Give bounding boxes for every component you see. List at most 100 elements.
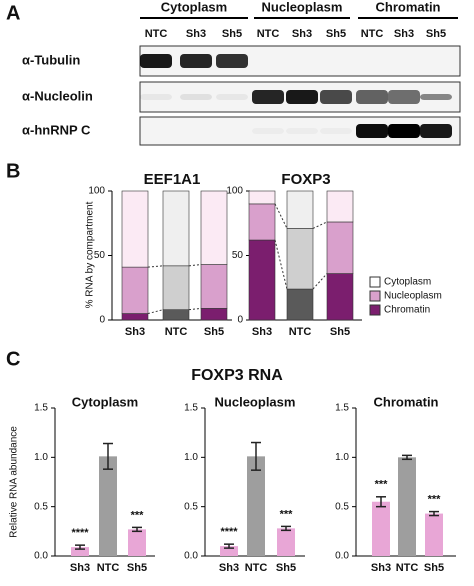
y-tick-label: 1.0 bbox=[335, 452, 349, 463]
panel-label: C bbox=[6, 348, 20, 370]
y-tick-label: 1.5 bbox=[34, 403, 48, 414]
panel-title: FOXP3 RNA bbox=[191, 367, 283, 384]
blot-band bbox=[180, 94, 212, 100]
connector bbox=[274, 239, 288, 290]
bar bbox=[398, 457, 416, 556]
bar-segment bbox=[121, 190, 149, 268]
lane-label: NTC bbox=[145, 28, 168, 40]
y-tick-label: 1.0 bbox=[184, 452, 198, 463]
bar-segment bbox=[200, 190, 228, 265]
blot-band bbox=[140, 94, 172, 100]
row-label: α-hnRNP C bbox=[22, 122, 91, 137]
bar-segment bbox=[200, 308, 228, 321]
bar bbox=[372, 501, 390, 556]
x-tick-label: Sh5 bbox=[204, 326, 224, 338]
legend-swatch bbox=[369, 290, 381, 302]
blot-band bbox=[388, 124, 420, 138]
lane-label: NTC bbox=[257, 28, 280, 40]
blot-band bbox=[356, 124, 388, 138]
bar-segment bbox=[286, 288, 314, 321]
y-tick-label: 0.0 bbox=[335, 551, 349, 562]
y-axis-label: % RNA by compartment bbox=[85, 201, 96, 308]
connector bbox=[147, 265, 164, 268]
x-tick-label: Sh3 bbox=[219, 562, 239, 574]
x-tick-label: Sh5 bbox=[330, 326, 350, 338]
bar-segment bbox=[248, 190, 276, 205]
lane-label: Sh5 bbox=[426, 28, 446, 40]
chart-title: FOXP3 bbox=[281, 171, 330, 188]
y-tick-label: 1.0 bbox=[34, 452, 48, 463]
significance: *** bbox=[131, 509, 145, 521]
y-tick-label: 100 bbox=[88, 186, 105, 197]
connector bbox=[188, 264, 202, 267]
blot-band bbox=[286, 128, 318, 134]
blot-band bbox=[216, 94, 248, 100]
connector bbox=[312, 273, 328, 290]
y-tick-label: 0.0 bbox=[184, 551, 198, 562]
chart-title: Nucleoplasm bbox=[215, 394, 296, 409]
y-tick-label: 50 bbox=[232, 250, 244, 261]
group-header: Nucleoplasm bbox=[262, 0, 343, 14]
x-tick-label: NTC bbox=[97, 562, 120, 574]
connector bbox=[312, 221, 328, 229]
blot-band bbox=[140, 54, 172, 68]
panel-label: B bbox=[6, 160, 20, 182]
x-tick-label: Sh5 bbox=[424, 562, 444, 574]
x-tick-label: Sh3 bbox=[70, 562, 90, 574]
bar-segment bbox=[200, 264, 228, 309]
blot-band bbox=[252, 90, 284, 104]
x-tick-label: Sh3 bbox=[252, 326, 272, 338]
y-tick-label: 0 bbox=[237, 315, 243, 326]
lane-label: Sh3 bbox=[186, 28, 206, 40]
y-tick-label: 0.0 bbox=[34, 551, 48, 562]
group-header: Chromatin bbox=[376, 0, 441, 14]
chart-title: Cytoplasm bbox=[72, 394, 138, 409]
y-tick-label: 0.5 bbox=[184, 501, 198, 512]
legend-label: Chromatin bbox=[384, 305, 430, 316]
blot-band bbox=[388, 90, 420, 104]
bar-segment bbox=[326, 190, 354, 223]
connector bbox=[274, 203, 288, 229]
chart-title: Chromatin bbox=[374, 394, 439, 409]
significance: *** bbox=[375, 479, 389, 491]
significance: **** bbox=[71, 527, 89, 539]
significance: **** bbox=[220, 526, 238, 538]
blot-band bbox=[180, 54, 212, 68]
y-tick-label: 100 bbox=[226, 186, 243, 197]
blot-band bbox=[320, 128, 352, 134]
bar-segment bbox=[121, 266, 149, 314]
x-tick-label: NTC bbox=[289, 326, 312, 338]
y-tick-label: 50 bbox=[94, 250, 106, 261]
y-tick-label: 0 bbox=[99, 315, 105, 326]
x-tick-label: Sh3 bbox=[371, 562, 391, 574]
y-tick-label: 1.5 bbox=[184, 403, 198, 414]
bar bbox=[71, 547, 89, 556]
bar bbox=[247, 456, 265, 556]
row-label: α-Nucleolin bbox=[22, 88, 93, 103]
x-tick-label: NTC bbox=[245, 562, 268, 574]
connector bbox=[147, 309, 164, 315]
significance: *** bbox=[428, 494, 442, 506]
blot-band bbox=[420, 94, 452, 100]
legend-swatch bbox=[369, 304, 381, 316]
blot-band bbox=[320, 90, 352, 104]
x-tick-label: Sh5 bbox=[276, 562, 296, 574]
bar-segment bbox=[286, 228, 314, 290]
legend-label: Cytoplasm bbox=[384, 277, 431, 288]
bar bbox=[220, 546, 238, 556]
bar-segment bbox=[326, 221, 354, 274]
blot-band bbox=[420, 124, 452, 138]
blot-band bbox=[286, 90, 318, 104]
blot-band bbox=[216, 54, 248, 68]
y-tick-label: 0.5 bbox=[335, 501, 349, 512]
bar bbox=[128, 529, 146, 556]
lane-label: Sh3 bbox=[394, 28, 414, 40]
bar-segment bbox=[248, 203, 276, 241]
bar-segment bbox=[162, 309, 190, 321]
bar-segment bbox=[121, 313, 149, 321]
lane-label: Sh3 bbox=[292, 28, 312, 40]
bar-segment bbox=[248, 239, 276, 321]
lane-label: Sh5 bbox=[326, 28, 346, 40]
blot-band bbox=[356, 90, 388, 104]
bar-segment bbox=[162, 190, 190, 267]
